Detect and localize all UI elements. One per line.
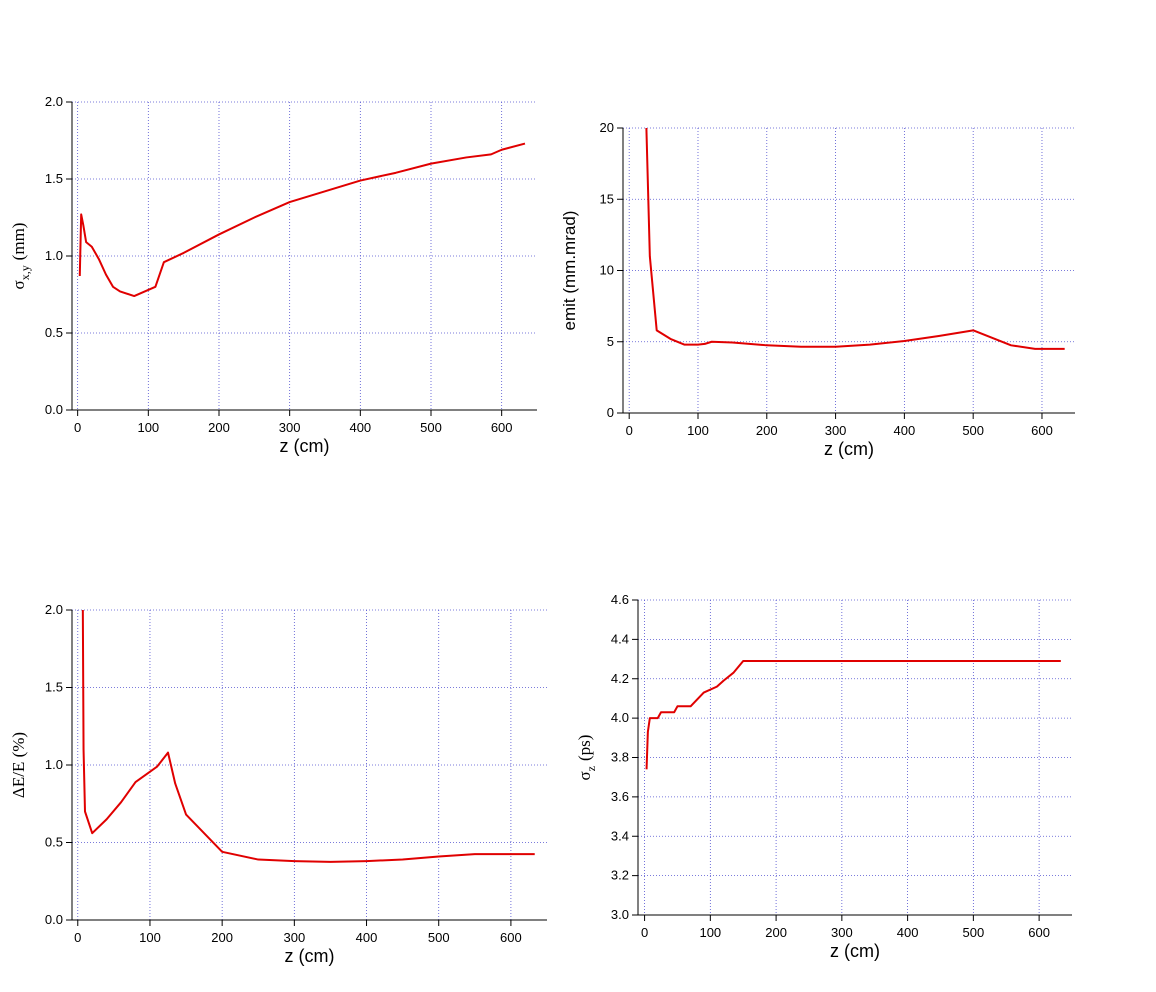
y-tick-label: 15 xyxy=(600,191,614,206)
y-tick-label: 3.4 xyxy=(611,828,629,843)
x-tick-label: 400 xyxy=(897,925,919,940)
data-line xyxy=(645,660,1061,770)
y-tick-label: 1.0 xyxy=(45,757,63,772)
chart-panel: 3.0 3.2 3.4 3.6 3.8 4.0 4.2 4.4 4.6 0 100 200 300 400… xyxy=(575,592,1072,961)
y-tick-label: 0 xyxy=(607,405,614,420)
y-label-subscript: x,y xyxy=(18,265,32,280)
y-label-symbol: σ xyxy=(9,280,28,289)
y-axis-label: σx,y (mm) xyxy=(9,223,32,290)
y-tick-label: 4.4 xyxy=(611,631,629,646)
x-tick-label: 100 xyxy=(687,423,709,438)
x-tick-label: 300 xyxy=(825,423,847,438)
y-axis-label: ΔE/E (%) xyxy=(9,732,28,798)
y-tick-label: 4.0 xyxy=(611,710,629,725)
y-tick-label: 1.0 xyxy=(45,248,63,263)
x-tick-label: 0 xyxy=(74,930,81,945)
y-tick-label: 3.8 xyxy=(611,750,629,765)
x-tick-label: 400 xyxy=(894,423,916,438)
x-tick-label: 500 xyxy=(420,420,442,435)
x-tick-label: 600 xyxy=(1031,423,1053,438)
x-tick-label: 100 xyxy=(137,420,159,435)
y-tick-label: 1.5 xyxy=(45,680,63,695)
x-tick-label: 200 xyxy=(765,925,787,940)
x-tick-label: 300 xyxy=(279,420,301,435)
y-tick-label: 2.0 xyxy=(45,94,63,109)
x-tick-label: 400 xyxy=(356,930,378,945)
y-tick-label: 0.0 xyxy=(45,402,63,417)
x-tick-label: 600 xyxy=(1028,925,1050,940)
x-tick-label: 200 xyxy=(756,423,778,438)
y-label-unit: (ps) xyxy=(575,735,594,761)
y-tick-label: 0.5 xyxy=(45,835,63,850)
data-line xyxy=(81,609,535,863)
y-tick-label: 3.2 xyxy=(611,868,629,883)
x-tick-label: 600 xyxy=(491,420,513,435)
y-tick-label: 3.0 xyxy=(611,907,629,922)
x-axis-label: z (cm) xyxy=(280,436,330,456)
x-tick-label: 400 xyxy=(349,420,371,435)
y-tick-label: 2.0 xyxy=(45,602,63,617)
x-tick-label: 200 xyxy=(211,930,233,945)
y-tick-label: 3.6 xyxy=(611,789,629,804)
chart-panel: 0.0 0.5 1.0 1.5 2.0 0 100 200 300 400 500 600 z (cm)… xyxy=(9,94,537,456)
y-axis-label: σz (ps) xyxy=(575,735,598,781)
x-tick-label: 500 xyxy=(963,925,985,940)
x-axis-label: z (cm) xyxy=(824,439,874,459)
x-tick-label: 500 xyxy=(428,930,450,945)
x-axis-label: z (cm) xyxy=(830,941,880,961)
x-tick-label: 100 xyxy=(699,925,721,940)
x-tick-label: 0 xyxy=(74,420,81,435)
y-tick-label: 4.2 xyxy=(611,671,629,686)
x-tick-label: 300 xyxy=(831,925,853,940)
data-line xyxy=(645,127,1065,350)
y-tick-label: 1.5 xyxy=(45,171,63,186)
chart-panel: 0.0 0.5 1.0 1.5 2.0 0 100 200 300 400 500 600 z (cm)… xyxy=(9,602,547,966)
x-tick-label: 100 xyxy=(139,930,161,945)
x-axis-label: z (cm) xyxy=(285,946,335,966)
data-line xyxy=(78,142,526,298)
y-tick-label: 20 xyxy=(600,120,614,135)
x-tick-label: 500 xyxy=(962,423,984,438)
y-axis-label: emit (mm.mrad) xyxy=(560,211,579,331)
y-tick-label: 4.6 xyxy=(611,592,629,607)
y-tick-label: 0.0 xyxy=(45,912,63,927)
y-tick-label: 10 xyxy=(600,263,614,278)
y-label-symbol: σ xyxy=(575,771,594,780)
x-tick-label: 300 xyxy=(283,930,305,945)
x-tick-label: 600 xyxy=(500,930,522,945)
x-tick-label: 0 xyxy=(626,423,633,438)
x-tick-label: 200 xyxy=(208,420,230,435)
y-label-unit: (mm) xyxy=(9,223,28,261)
y-tick-label: 5 xyxy=(607,334,614,349)
y-label-subscript: z xyxy=(584,766,598,771)
y-tick-label: 0.5 xyxy=(45,325,63,340)
x-tick-label: 0 xyxy=(641,925,648,940)
